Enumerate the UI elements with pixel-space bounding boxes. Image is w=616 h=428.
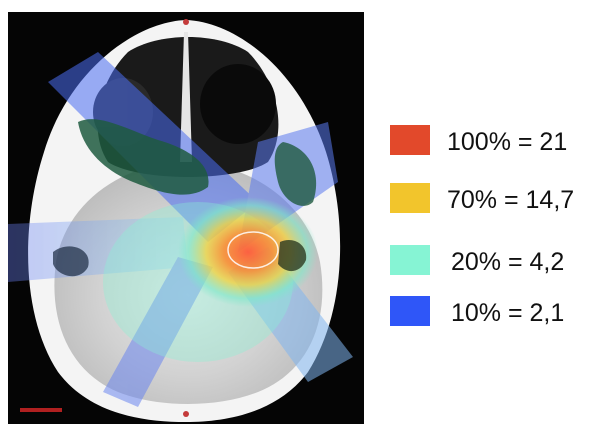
lesion-marks xyxy=(278,240,307,272)
right-orbit xyxy=(200,64,276,144)
lesion-marks-left xyxy=(53,246,89,277)
swatch-70-icon xyxy=(390,183,430,213)
top-marker xyxy=(183,19,189,25)
legend-item-20: 20% = 4,2 xyxy=(390,245,610,285)
scan-info-label xyxy=(20,408,62,412)
beam-left xyxy=(8,217,188,282)
swatch-10-icon xyxy=(390,296,430,326)
legend-label-70: 70% = 14,7 xyxy=(447,186,575,214)
legend-label-10: 10% = 2,1 xyxy=(451,299,565,327)
dose-hotspot xyxy=(178,197,318,307)
ct-dose-distribution-image xyxy=(8,12,364,424)
legend-item-100: 100% = 21 xyxy=(390,125,610,165)
swatch-20-icon xyxy=(390,245,430,275)
bottom-marker xyxy=(183,411,189,417)
tissue-region-right xyxy=(274,142,317,206)
swatch-100-icon xyxy=(390,125,430,155)
target-contour xyxy=(227,231,279,269)
beam-lower-left xyxy=(103,257,213,407)
legend-item-70: 70% = 14,7 xyxy=(390,183,610,223)
nasal-septum xyxy=(180,32,192,162)
legend-label-20: 20% = 4,2 xyxy=(451,248,565,276)
tissue-region-upper xyxy=(78,119,209,195)
legend-item-10: 10% = 2,1 xyxy=(390,296,610,336)
legend-label-100: 100% = 21 xyxy=(447,128,568,156)
